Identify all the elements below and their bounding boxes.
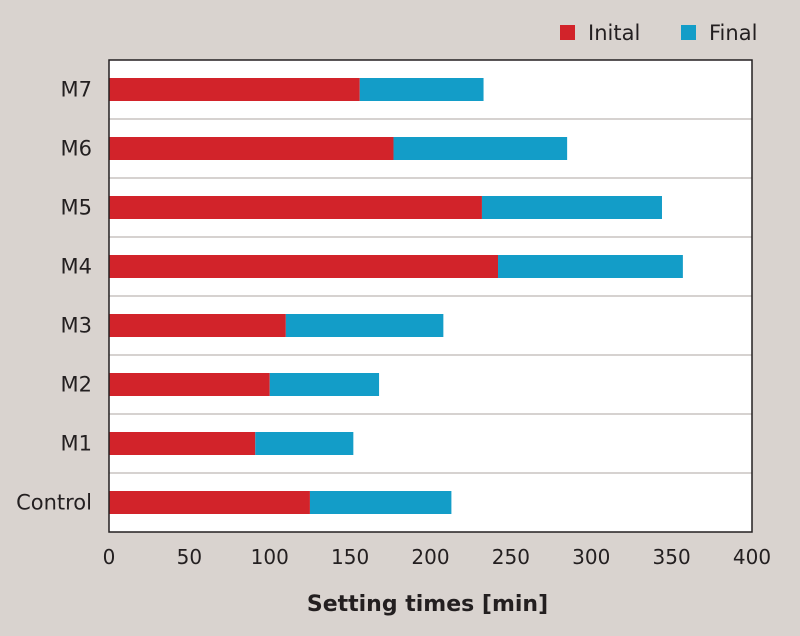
legend-label-inital: Inital xyxy=(588,21,640,45)
legend: Inital Final xyxy=(560,21,757,45)
x-tick-label: 0 xyxy=(103,545,116,569)
bar-final-m5 xyxy=(481,196,662,219)
bar-inital-m3 xyxy=(109,314,286,337)
category-label: M3 xyxy=(61,314,92,338)
x-axis-title: Setting times [min] xyxy=(307,592,548,617)
x-tick-label: 250 xyxy=(492,545,530,569)
bar-inital-m6 xyxy=(109,137,394,160)
bar-final-m7 xyxy=(359,78,484,101)
plot-border xyxy=(108,59,753,533)
bar-inital-control xyxy=(109,491,310,514)
legend-swatch-inital xyxy=(560,25,575,40)
category-label: M7 xyxy=(61,78,92,102)
x-tick-label: 300 xyxy=(572,545,610,569)
bar-final-m2 xyxy=(269,373,380,396)
x-tick-label: 50 xyxy=(177,545,202,569)
category-labels: Control M1 M2 M3 M4 M5 M6 M7 xyxy=(16,78,92,515)
bars-group xyxy=(109,78,683,514)
row-separators xyxy=(109,118,752,474)
category-label: Control xyxy=(16,491,92,515)
category-label: M5 xyxy=(61,196,92,220)
category-label: M4 xyxy=(61,255,92,279)
legend-swatch-final xyxy=(681,25,696,40)
category-label: M6 xyxy=(61,137,92,161)
bar-inital-m5 xyxy=(109,196,482,219)
category-label: M1 xyxy=(61,432,92,456)
x-tick-label: 400 xyxy=(733,545,771,569)
x-tick-label: 200 xyxy=(411,545,449,569)
bar-inital-m1 xyxy=(109,432,256,455)
legend-label-final: Final xyxy=(709,21,757,45)
x-tick-label: 100 xyxy=(251,545,289,569)
x-tick-label: 350 xyxy=(653,545,691,569)
bar-inital-m4 xyxy=(109,255,499,278)
bar-final-control xyxy=(309,491,452,514)
bar-inital-m2 xyxy=(109,373,270,396)
bar-final-m6 xyxy=(393,137,568,160)
category-label: M2 xyxy=(61,373,92,397)
bar-inital-m7 xyxy=(109,78,360,101)
bar-final-m3 xyxy=(285,314,444,337)
bar-final-m1 xyxy=(255,432,354,455)
bar-final-m4 xyxy=(498,255,683,278)
x-tick-labels: 0 50 100 150 200 250 300 350 400 xyxy=(103,545,771,569)
x-tick-label: 150 xyxy=(331,545,369,569)
